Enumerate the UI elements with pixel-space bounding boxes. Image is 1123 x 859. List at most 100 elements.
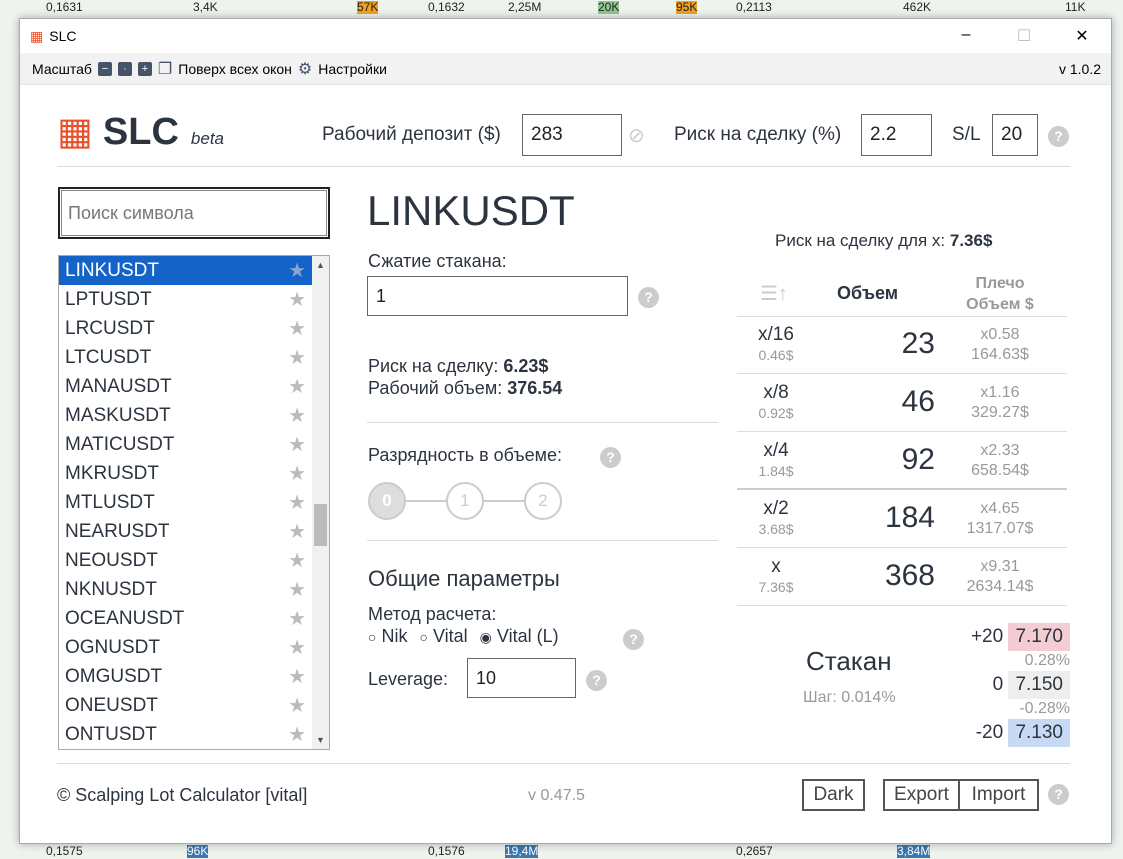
sort-icon[interactable]: ☰↑ [760, 283, 788, 305]
method-nik-radio[interactable]: ○ Nik [368, 626, 408, 646]
import-button[interactable]: Import [960, 779, 1039, 811]
fraction-cell: x/8 0.92$ [737, 383, 815, 423]
close-button[interactable]: ✕ [1075, 28, 1089, 45]
fraction: x/16 [758, 324, 794, 345]
star-icon[interactable]: ★ [288, 376, 306, 398]
star-icon[interactable]: ★ [288, 434, 306, 456]
symbol-list-item[interactable]: LTCUSDT ★ [59, 343, 312, 372]
symbol-name: LRCUSDT [65, 317, 155, 339]
eye-off-icon[interactable]: ⊘ [628, 125, 645, 147]
risk-input[interactable]: 2.2 [861, 114, 932, 156]
symbol-list-item[interactable]: ONTUSDT ★ [59, 720, 312, 749]
volume-cell[interactable]: 92 [901, 443, 935, 476]
digit-0[interactable]: 0 [368, 482, 406, 520]
leverage: x4.65 [980, 500, 1020, 517]
symbol-list-item[interactable]: MKRUSDT ★ [59, 459, 312, 488]
symbol-name: ONTUSDT [65, 723, 157, 745]
help-icon[interactable]: ? [586, 670, 607, 691]
up-price[interactable]: 7.170 [1008, 623, 1070, 651]
scroll-up-icon[interactable]: ▲ [316, 260, 325, 270]
star-icon[interactable]: ★ [288, 492, 306, 514]
volume-cell[interactable]: 184 [884, 501, 935, 534]
star-icon[interactable]: ★ [288, 724, 306, 746]
method-radio-group: ○ Nik ○ Vital ◉ Vital (L) [368, 626, 559, 647]
compress-input[interactable]: 1 [367, 276, 628, 316]
symbol-search-input[interactable]: Поиск символа [58, 187, 330, 239]
export-button[interactable]: Export [883, 779, 960, 811]
digit-1[interactable]: 1 [446, 482, 484, 520]
app-logo-icon: ▦ [30, 27, 44, 44]
scrollbar-thumb[interactable] [314, 504, 327, 546]
star-icon[interactable]: ★ [288, 521, 306, 543]
star-icon[interactable]: ★ [288, 579, 306, 601]
risk-summary: Риск на сделку: 6.23$ Рабочий объем: 376… [368, 355, 562, 399]
leverage-input[interactable]: 10 [467, 658, 576, 698]
symbol-list-item[interactable]: NKNUSDT ★ [59, 575, 312, 604]
symbol-list-item[interactable]: NEARUSDT ★ [59, 517, 312, 546]
star-icon[interactable]: ★ [288, 289, 306, 311]
always-on-top-button[interactable]: Поверх всех окон [178, 60, 292, 77]
help-icon[interactable]: ? [600, 447, 621, 468]
volume-cell[interactable]: 23 [901, 327, 935, 360]
star-icon[interactable]: ★ [288, 695, 306, 717]
symbol-list-item[interactable]: NEOUSDT ★ [59, 546, 312, 575]
help-icon[interactable]: ? [1048, 126, 1069, 147]
star-icon[interactable]: ★ [288, 666, 306, 688]
star-icon[interactable]: ★ [288, 318, 306, 340]
risk-x-label: Риск на сделку для x: [775, 231, 950, 250]
fraction-risk: 3.68$ [758, 521, 794, 537]
zoom-reset-button[interactable]: · [117, 61, 132, 76]
symbol-list-item[interactable]: MTLUSDT ★ [59, 488, 312, 517]
star-icon[interactable]: ★ [288, 347, 306, 369]
symbol-list-item[interactable]: MATICUSDT ★ [59, 430, 312, 459]
method-vital-l-radio[interactable]: ◉ Vital (L) [479, 626, 559, 646]
down-price[interactable]: 7.130 [1008, 719, 1070, 747]
digit-2[interactable]: 2 [524, 482, 562, 520]
sl-input[interactable]: 20 [992, 114, 1038, 156]
leverage-cell: x9.31 2634.14$ [945, 557, 1055, 597]
symbol-list-item[interactable]: OGNUSDT ★ [59, 633, 312, 662]
symbol-list-item[interactable]: LRCUSDT ★ [59, 314, 312, 343]
star-icon[interactable]: ★ [288, 637, 306, 659]
volume-cell[interactable]: 368 [884, 559, 935, 592]
star-icon[interactable]: ★ [288, 463, 306, 485]
star-icon[interactable]: ★ [288, 608, 306, 630]
help-icon[interactable]: ? [638, 287, 659, 308]
mid-price[interactable]: 7.150 [1008, 671, 1070, 699]
scrollbar[interactable]: ▲ ▼ [312, 256, 329, 749]
symbol-list-item[interactable]: LINKUSDT ★ [59, 256, 312, 285]
table-row[interactable]: x/16 0.46$ 23 x0.58 164.63$ [737, 317, 1067, 374]
table-row[interactable]: x/8 0.92$ 46 x1.16 329.27$ [737, 375, 1067, 432]
settings-button[interactable]: Настройки [318, 60, 387, 77]
beta-label: beta [190, 129, 224, 148]
zoom-out-button[interactable]: − [97, 61, 112, 76]
symbol-list-item[interactable]: MASKUSDT ★ [59, 401, 312, 430]
symbol-list-item[interactable]: OCEANUSDT ★ [59, 604, 312, 633]
dark-button[interactable]: Dark [802, 779, 865, 811]
zoom-in-button[interactable]: + [137, 61, 152, 76]
method-vital-radio[interactable]: ○ Vital [419, 626, 468, 646]
deposit-label: Рабочий депозит ($) [322, 124, 501, 145]
risk-label: Риск на сделку (%) [674, 124, 842, 145]
orderbook-step: Шаг: 0.014% [803, 689, 896, 706]
symbol-list-item[interactable]: LPTUSDT ★ [59, 285, 312, 314]
volume-usd-header-label: Объем $ [966, 296, 1034, 313]
star-icon[interactable]: ★ [288, 550, 306, 572]
symbol-list-item[interactable]: OMGUSDT ★ [59, 662, 312, 691]
deposit-input[interactable]: 283 [522, 114, 622, 156]
scroll-down-icon[interactable]: ▼ [316, 735, 325, 745]
symbol-list-item[interactable]: MANAUSDT ★ [59, 372, 312, 401]
star-icon[interactable]: ★ [288, 260, 306, 282]
maximize-button[interactable]: ☐ [1016, 28, 1032, 45]
volume-cell[interactable]: 46 [901, 385, 935, 418]
help-icon[interactable]: ? [623, 629, 644, 650]
table-row[interactable]: x 7.36$ 368 x9.31 2634.14$ [737, 549, 1067, 606]
minimize-button[interactable]: – [961, 26, 971, 43]
star-icon[interactable]: ★ [288, 405, 306, 427]
help-icon[interactable]: ? [1048, 784, 1069, 805]
table-row[interactable]: x/4 1.84$ 92 x2.33 658.54$ [737, 433, 1067, 490]
symbol-name: MASKUSDT [65, 404, 171, 426]
table-row[interactable]: x/2 3.68$ 184 x4.65 1317.07$ [737, 491, 1067, 548]
symbol-list-item[interactable]: ONEUSDT ★ [59, 691, 312, 720]
volume-usd: 164.63$ [971, 346, 1029, 363]
